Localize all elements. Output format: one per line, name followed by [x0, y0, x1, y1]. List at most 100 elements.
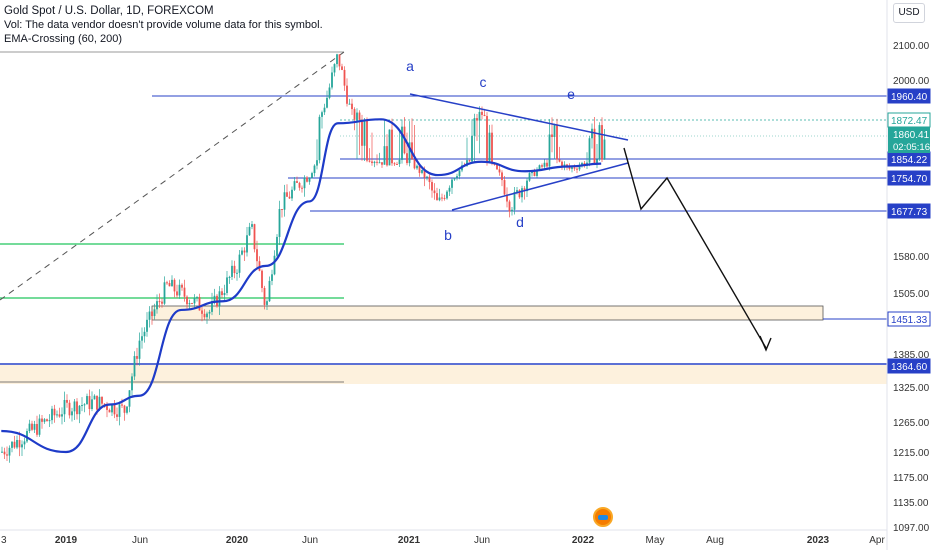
- candle-body: [143, 331, 146, 337]
- candle-body: [441, 197, 443, 199]
- candle-body: [368, 160, 371, 162]
- candle-body: [543, 162, 546, 167]
- candle-body: [343, 69, 346, 86]
- lower-demand-zone: [0, 365, 887, 384]
- candle-body: [281, 209, 283, 211]
- candle-body: [13, 441, 16, 448]
- candle-body: [238, 254, 241, 273]
- current-price-badge: [888, 127, 930, 153]
- candle-body: [31, 423, 33, 430]
- ema-line: [1, 118, 602, 454]
- price-tick-label: 1265.00: [893, 418, 930, 429]
- candle-body: [356, 112, 358, 120]
- candle-body: [506, 194, 508, 202]
- candle-body: [171, 279, 173, 287]
- price-level-badge: [887, 170, 931, 186]
- candle-body: [426, 176, 428, 178]
- projection-arrowhead: [759, 335, 772, 352]
- price-tick-label: 1097.00: [893, 523, 930, 534]
- candle-body: [541, 165, 543, 167]
- candle-body: [36, 423, 38, 435]
- candle-body: [233, 265, 236, 274]
- candle-body: [126, 406, 128, 413]
- candle-body: [33, 423, 36, 430]
- candle-body: [601, 125, 603, 160]
- candle-body: [363, 120, 366, 146]
- candle-body: [226, 277, 228, 294]
- candle-body: [96, 395, 98, 410]
- candle-body: [448, 187, 451, 192]
- candle-body: [278, 209, 281, 237]
- candle-body: [101, 396, 103, 404]
- candle-body: [378, 162, 381, 164]
- candle-body: [268, 280, 271, 302]
- candle-body: [341, 66, 343, 70]
- price-tick-label: 1325.00: [893, 383, 930, 394]
- candle-body: [528, 173, 531, 181]
- candle-body: [318, 116, 321, 161]
- candle-body: [333, 64, 336, 73]
- candle-body: [38, 418, 41, 435]
- candle-body: [313, 165, 316, 174]
- candle-body: [491, 132, 493, 163]
- candle-body: [241, 250, 243, 255]
- candle-body: [283, 192, 286, 210]
- candle-body: [276, 236, 278, 256]
- candle-body: [18, 440, 21, 448]
- candle-body: [133, 356, 136, 377]
- candle-body: [443, 197, 446, 199]
- candle-body: [496, 164, 498, 170]
- candle-body: [348, 103, 351, 105]
- candle-body: [91, 399, 93, 410]
- candle-body: [538, 165, 541, 170]
- price-level-label: 1677.73: [891, 207, 928, 218]
- tradingview-logo-icon[interactable]: [593, 507, 613, 527]
- candle-body: [523, 188, 526, 192]
- candle-body: [303, 177, 306, 189]
- price-tick-label: 1505.00: [893, 289, 930, 300]
- candle-body: [63, 399, 66, 415]
- candle-body: [203, 313, 206, 318]
- chart-header: Gold Spot / U.S. Dollar, 1D, FOREXCOM Vo…: [4, 4, 323, 46]
- candle-body: [393, 163, 396, 165]
- candle-body: [366, 120, 368, 161]
- candle-body: [468, 160, 471, 162]
- candle-body: [53, 408, 56, 416]
- candle-body: [186, 296, 188, 305]
- candle-body: [218, 291, 221, 307]
- candle-body: [446, 191, 448, 199]
- candle-body: [83, 404, 86, 406]
- time-tick-label: 2021: [398, 535, 421, 546]
- candle-body: [301, 187, 303, 189]
- candle-body: [86, 396, 88, 405]
- candle-body: [288, 196, 291, 199]
- time-tick-label: May: [646, 535, 665, 546]
- candle-body: [286, 192, 288, 197]
- candle-body: [251, 224, 253, 227]
- candle-body: [498, 169, 501, 173]
- candle-body: [108, 409, 111, 413]
- candle-body: [271, 274, 273, 281]
- price-level-label: 1960.40: [891, 92, 928, 103]
- currency-badge[interactable]: USD: [893, 3, 925, 23]
- candle-body: [131, 376, 133, 391]
- candle-body: [408, 142, 411, 164]
- candle-body: [208, 311, 211, 314]
- candle-body: [176, 291, 178, 296]
- candle-body: [438, 197, 441, 201]
- countdown-label: 02:05:16: [893, 142, 930, 153]
- symbol-title[interactable]: Gold Spot / U.S. Dollar, 1D, FOREXCOM: [4, 5, 214, 17]
- candle-body: [503, 180, 506, 195]
- candle-body: [561, 161, 563, 168]
- candle-body: [296, 181, 298, 183]
- candle-body: [293, 181, 296, 190]
- indicator-legend[interactable]: EMA-Crossing (60, 200): [4, 33, 122, 45]
- candle-body: [458, 170, 461, 177]
- price-tick-label: 1385.00: [893, 350, 930, 361]
- candle-body: [228, 276, 231, 278]
- candle-body: [223, 293, 226, 296]
- candle-body: [61, 414, 63, 417]
- candle-body: [488, 132, 491, 162]
- candle-body: [71, 411, 73, 416]
